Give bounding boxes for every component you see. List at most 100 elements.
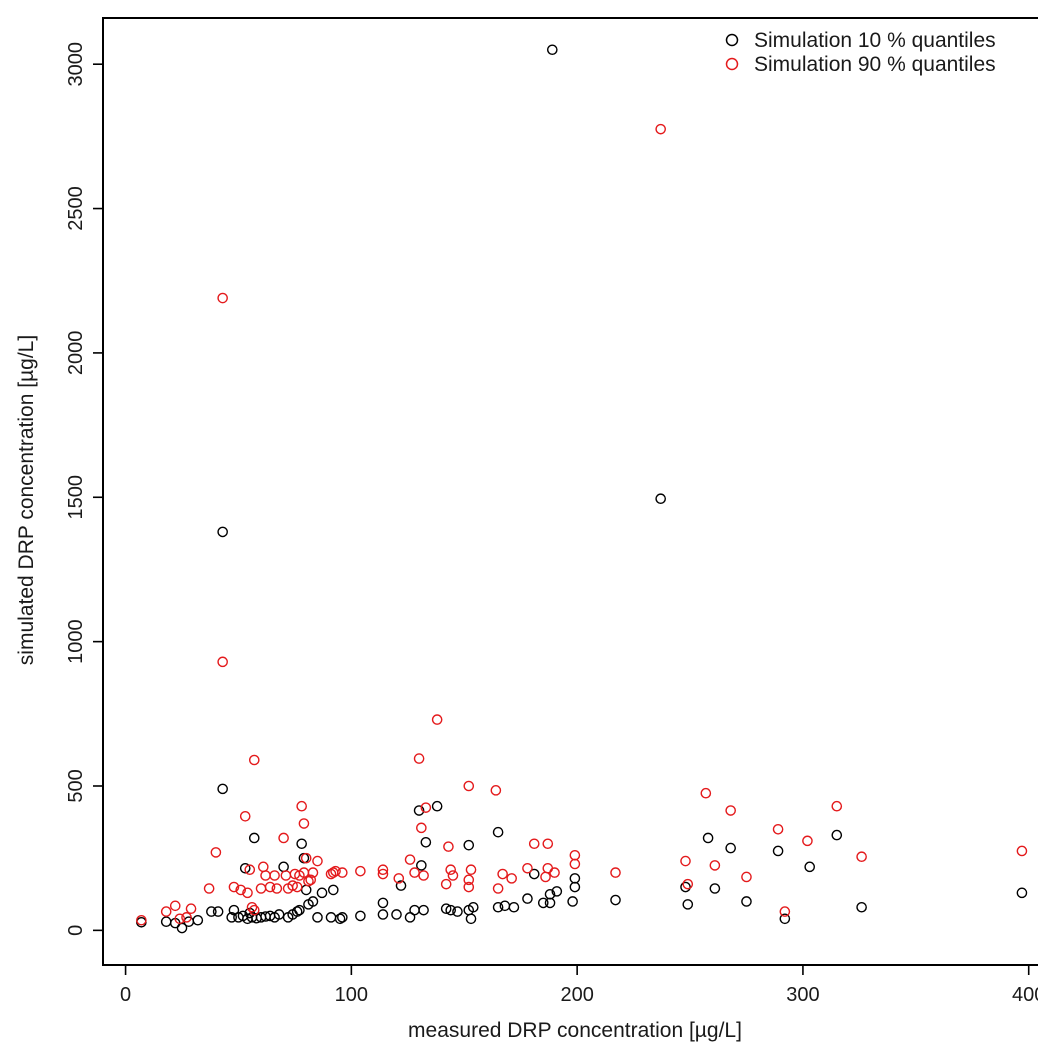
data-point bbox=[569, 849, 581, 861]
data-point bbox=[567, 896, 578, 907]
data-point bbox=[239, 862, 251, 874]
data-point bbox=[610, 867, 621, 878]
data-point bbox=[185, 903, 197, 914]
data-point bbox=[181, 912, 192, 923]
data-point bbox=[467, 901, 479, 913]
plot-frame bbox=[102, 17, 1038, 966]
data-point bbox=[522, 862, 533, 874]
data-point bbox=[431, 714, 443, 725]
data-point bbox=[296, 800, 307, 812]
data-point bbox=[831, 800, 843, 812]
data-point bbox=[248, 832, 260, 844]
data-point bbox=[1016, 887, 1028, 899]
data-point bbox=[549, 867, 560, 878]
data-point bbox=[537, 897, 549, 909]
data-point bbox=[377, 909, 389, 920]
data-point bbox=[300, 852, 312, 864]
data-point bbox=[248, 754, 260, 766]
data-point bbox=[271, 883, 283, 894]
data-point bbox=[725, 805, 736, 816]
legend-marker bbox=[725, 33, 739, 47]
data-point bbox=[160, 906, 172, 917]
data-point bbox=[298, 818, 310, 829]
data-point bbox=[278, 832, 289, 844]
legend-label: Simulation 90 % quantiles bbox=[754, 53, 996, 76]
data-point bbox=[303, 875, 314, 887]
data-point bbox=[206, 906, 217, 917]
data-point bbox=[443, 841, 454, 852]
data-point bbox=[682, 878, 694, 890]
data-point bbox=[413, 753, 425, 764]
data-point bbox=[294, 904, 305, 916]
data-point bbox=[492, 826, 504, 838]
x-axis: 0 100 200 300 400 bbox=[120, 965, 1038, 1006]
data-point bbox=[772, 845, 784, 857]
data-point bbox=[307, 896, 319, 907]
data-point bbox=[377, 897, 389, 909]
data-point bbox=[528, 838, 540, 850]
x-tick-label: 0 bbox=[120, 984, 131, 1006]
data-point bbox=[492, 883, 504, 894]
data-point bbox=[655, 493, 666, 505]
data-point bbox=[244, 864, 256, 876]
data-point bbox=[136, 914, 147, 926]
data-point bbox=[463, 839, 475, 851]
x-tick-label: 200 bbox=[560, 984, 593, 1006]
data-point bbox=[610, 894, 621, 906]
data-point bbox=[528, 868, 540, 880]
data-point bbox=[569, 873, 581, 884]
data-point bbox=[490, 785, 502, 796]
x-tick-label: 100 bbox=[335, 984, 368, 1006]
data-point bbox=[416, 860, 427, 871]
data-point bbox=[569, 858, 581, 870]
data-point bbox=[416, 822, 427, 834]
data-point bbox=[246, 901, 258, 913]
data-point bbox=[682, 899, 694, 910]
data-point bbox=[802, 835, 813, 847]
data-point bbox=[522, 893, 533, 904]
data-point bbox=[709, 883, 721, 894]
data-point bbox=[337, 912, 348, 923]
data-point bbox=[856, 901, 867, 913]
data-point bbox=[700, 787, 712, 799]
data-point bbox=[291, 906, 303, 917]
data-point bbox=[307, 867, 319, 878]
data-point bbox=[497, 868, 508, 880]
data-point bbox=[239, 811, 251, 822]
data-point bbox=[291, 881, 303, 893]
data-point bbox=[212, 906, 224, 917]
x-axis-title: measured DRP concentration [µg/L] bbox=[408, 1019, 742, 1042]
data-point bbox=[278, 861, 289, 873]
data-point bbox=[355, 865, 366, 877]
data-point bbox=[325, 912, 337, 923]
x-tick-label: 300 bbox=[786, 984, 819, 1006]
data-point bbox=[334, 913, 346, 925]
data-point bbox=[447, 870, 459, 881]
series-2 bbox=[136, 123, 1028, 926]
data-point bbox=[260, 870, 271, 881]
data-point bbox=[452, 906, 463, 917]
y-tick-label: 3000 bbox=[65, 42, 87, 87]
data-point bbox=[779, 906, 791, 917]
legend-label: Simulation 10 % quantiles bbox=[754, 29, 996, 52]
data-point bbox=[709, 860, 721, 871]
data-point bbox=[463, 874, 475, 886]
data-points bbox=[136, 44, 1028, 934]
x-tick-label: 400 bbox=[1012, 984, 1038, 1006]
data-point bbox=[413, 805, 425, 816]
data-point bbox=[440, 903, 452, 914]
data-point bbox=[431, 800, 443, 812]
data-point bbox=[305, 874, 317, 886]
data-point bbox=[280, 870, 292, 881]
data-point bbox=[741, 896, 752, 907]
data-point bbox=[217, 526, 228, 538]
data-point bbox=[856, 851, 867, 863]
data-point bbox=[772, 824, 784, 835]
data-point bbox=[355, 910, 366, 922]
data-point bbox=[463, 780, 475, 792]
data-point bbox=[312, 912, 323, 923]
data-point bbox=[395, 880, 407, 891]
data-point bbox=[174, 913, 186, 925]
data-point bbox=[499, 900, 511, 912]
